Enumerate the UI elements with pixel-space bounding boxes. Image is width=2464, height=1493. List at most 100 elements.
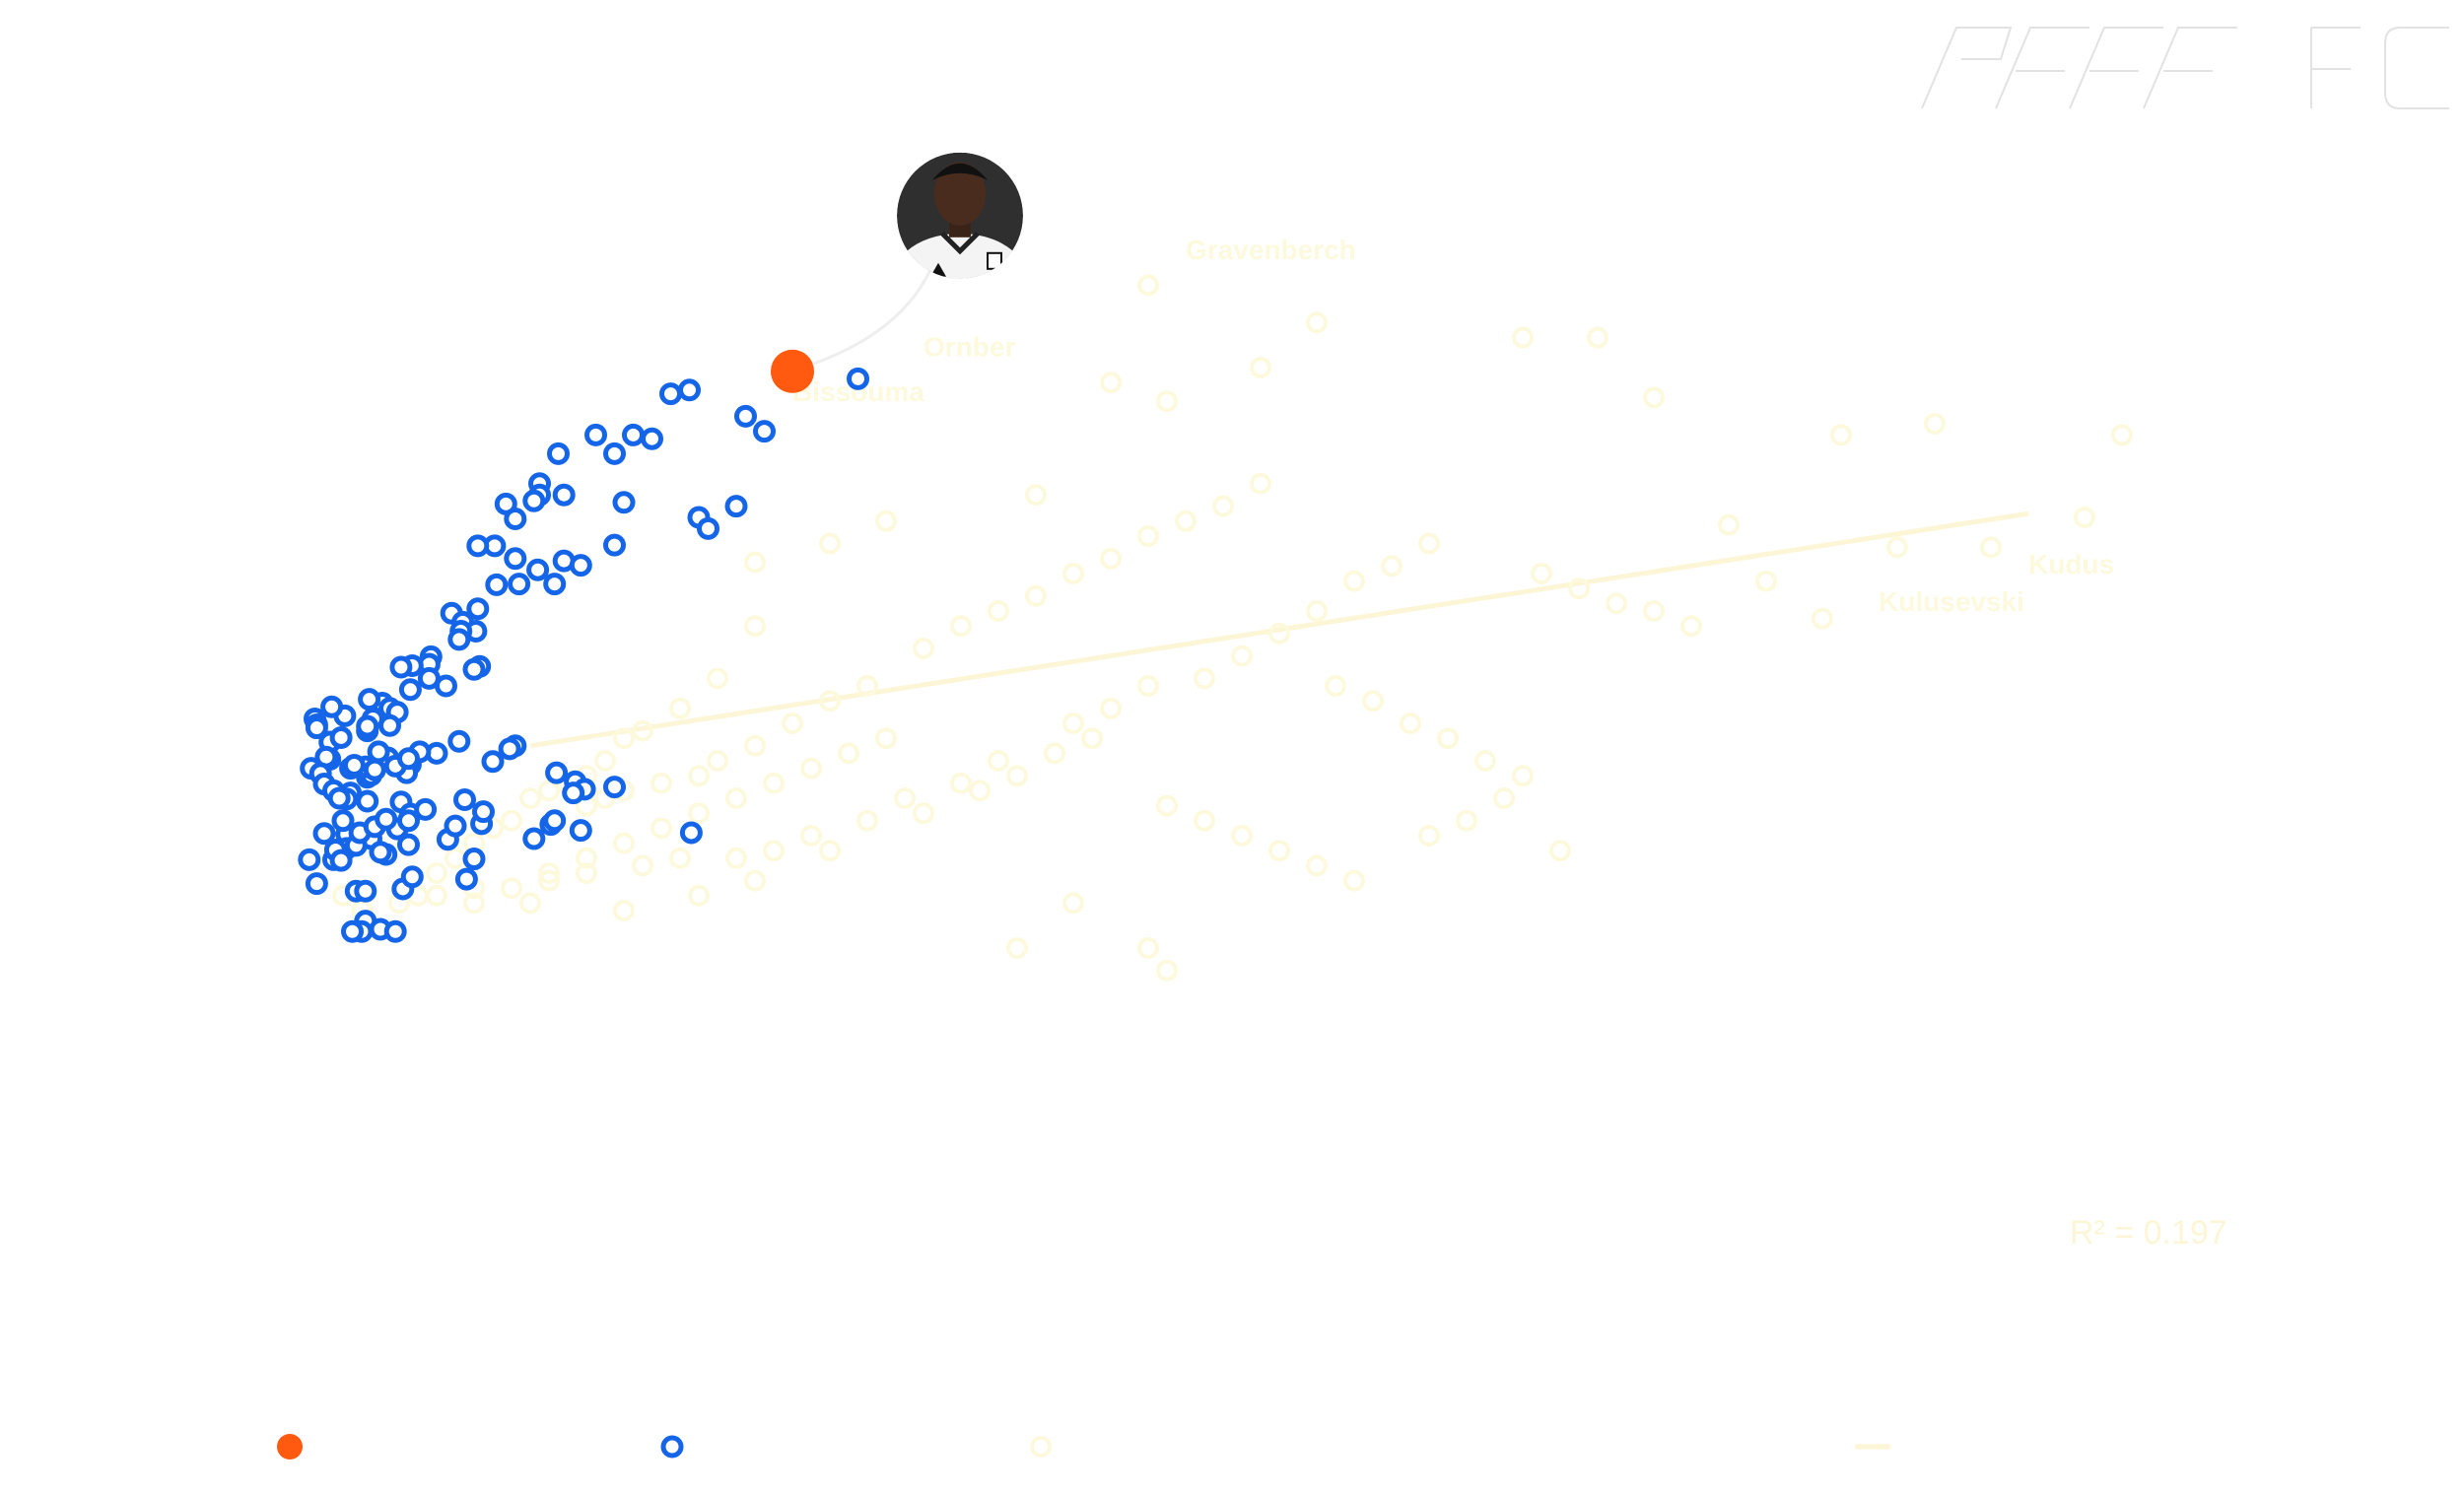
other-player-point xyxy=(1268,622,1290,645)
other-player-point xyxy=(707,750,728,772)
other-player-point xyxy=(988,600,1009,622)
other-player-point xyxy=(613,832,635,854)
reference-point xyxy=(622,423,645,446)
other-player-point xyxy=(913,638,934,659)
other-player-point xyxy=(650,817,672,840)
other-player-point xyxy=(1137,937,1159,959)
other-player-point xyxy=(800,825,822,847)
other-player-point xyxy=(744,551,766,574)
reference-point xyxy=(508,573,531,596)
reference-point xyxy=(444,814,467,838)
other-player-point xyxy=(1062,563,1084,584)
reference-point xyxy=(397,833,420,856)
other-player-point xyxy=(1418,532,1440,555)
other-player-point xyxy=(1100,372,1122,394)
player-photo xyxy=(897,152,1023,279)
other-player-point xyxy=(1306,854,1328,877)
other-player-point xyxy=(1400,713,1421,734)
other-player-point xyxy=(819,690,841,713)
reference-point xyxy=(305,872,328,896)
other-player-point xyxy=(1456,809,1477,832)
reference-point xyxy=(298,848,321,871)
other-player-point xyxy=(519,787,541,809)
player-label: Kulusevski xyxy=(1879,586,2024,617)
reference-point xyxy=(472,800,495,824)
reference-point xyxy=(329,725,353,749)
reference-point xyxy=(481,750,505,774)
other-player-point xyxy=(426,884,447,907)
other-player-point xyxy=(1325,675,1346,697)
other-player-point xyxy=(613,900,635,921)
other-player-point xyxy=(1493,787,1515,809)
reference-point xyxy=(356,714,379,738)
other-player-point xyxy=(744,615,766,638)
other-player-point xyxy=(1643,386,1665,409)
other-player-point xyxy=(519,892,541,915)
legend-swatch-others xyxy=(1030,1436,1052,1458)
other-player-point xyxy=(538,869,560,892)
reference-point xyxy=(397,747,420,771)
other-player-point xyxy=(1137,274,1159,297)
other-player-point xyxy=(875,509,897,532)
trend-line xyxy=(529,510,2029,749)
other-player-point xyxy=(744,734,766,757)
other-player-point xyxy=(1718,513,1740,536)
reference-point xyxy=(369,841,392,864)
other-player-point xyxy=(538,780,560,802)
other-player-point xyxy=(501,877,522,900)
other-player-point xyxy=(1231,645,1253,667)
other-player-point xyxy=(950,772,972,794)
reference-point xyxy=(454,867,478,891)
other-player-point xyxy=(1156,794,1178,817)
reference-point xyxy=(724,495,748,518)
other-player-point xyxy=(894,787,916,809)
other-player-point xyxy=(1755,570,1777,592)
other-player-point xyxy=(1606,592,1627,615)
other-player-point xyxy=(669,697,691,719)
reference-point xyxy=(545,761,569,784)
player-label: Kudus xyxy=(2028,549,2114,579)
other-player-point xyxy=(1362,690,1384,713)
reference-point xyxy=(847,367,869,390)
reference-point xyxy=(522,489,546,512)
player-label: Ornber xyxy=(924,332,1015,363)
other-player-point xyxy=(501,809,522,832)
other-player-point xyxy=(1343,570,1365,592)
other-player-point xyxy=(1418,825,1440,847)
reference-point xyxy=(612,491,636,514)
reference-point xyxy=(312,822,336,846)
reference-point xyxy=(358,688,381,712)
other-player-point xyxy=(576,862,597,884)
reference-point xyxy=(329,848,353,872)
other-player-point xyxy=(1343,869,1365,892)
reference-point xyxy=(659,382,682,406)
reference-point xyxy=(375,807,398,831)
other-player-point xyxy=(576,847,597,869)
other-player-point xyxy=(1924,413,1946,435)
r-squared-annotation: R² = 0.197 xyxy=(2070,1214,2227,1252)
other-player-point xyxy=(688,884,710,907)
other-player-point xyxy=(875,727,897,750)
other-player-point xyxy=(744,869,766,892)
other-player-point xyxy=(1100,697,1122,719)
other-player-point xyxy=(1250,357,1271,378)
legend-swatch-reference xyxy=(660,1435,684,1459)
other-player-point xyxy=(650,772,672,794)
reference-point xyxy=(354,879,377,903)
reference-point xyxy=(678,378,701,402)
other-player-point xyxy=(1306,311,1328,334)
other-player-point xyxy=(1568,577,1590,600)
other-player-point xyxy=(1268,840,1290,862)
other-player-point xyxy=(1194,809,1215,832)
other-player-point xyxy=(1512,765,1534,787)
other-player-point xyxy=(632,854,653,877)
reference-point xyxy=(447,729,471,753)
other-player-point xyxy=(463,892,485,915)
other-player-point xyxy=(1830,424,1852,446)
other-player-point xyxy=(819,532,841,555)
other-player-point xyxy=(856,675,878,697)
reference-point xyxy=(641,427,663,450)
other-player-point xyxy=(1137,675,1159,697)
other-player-point xyxy=(538,862,560,884)
